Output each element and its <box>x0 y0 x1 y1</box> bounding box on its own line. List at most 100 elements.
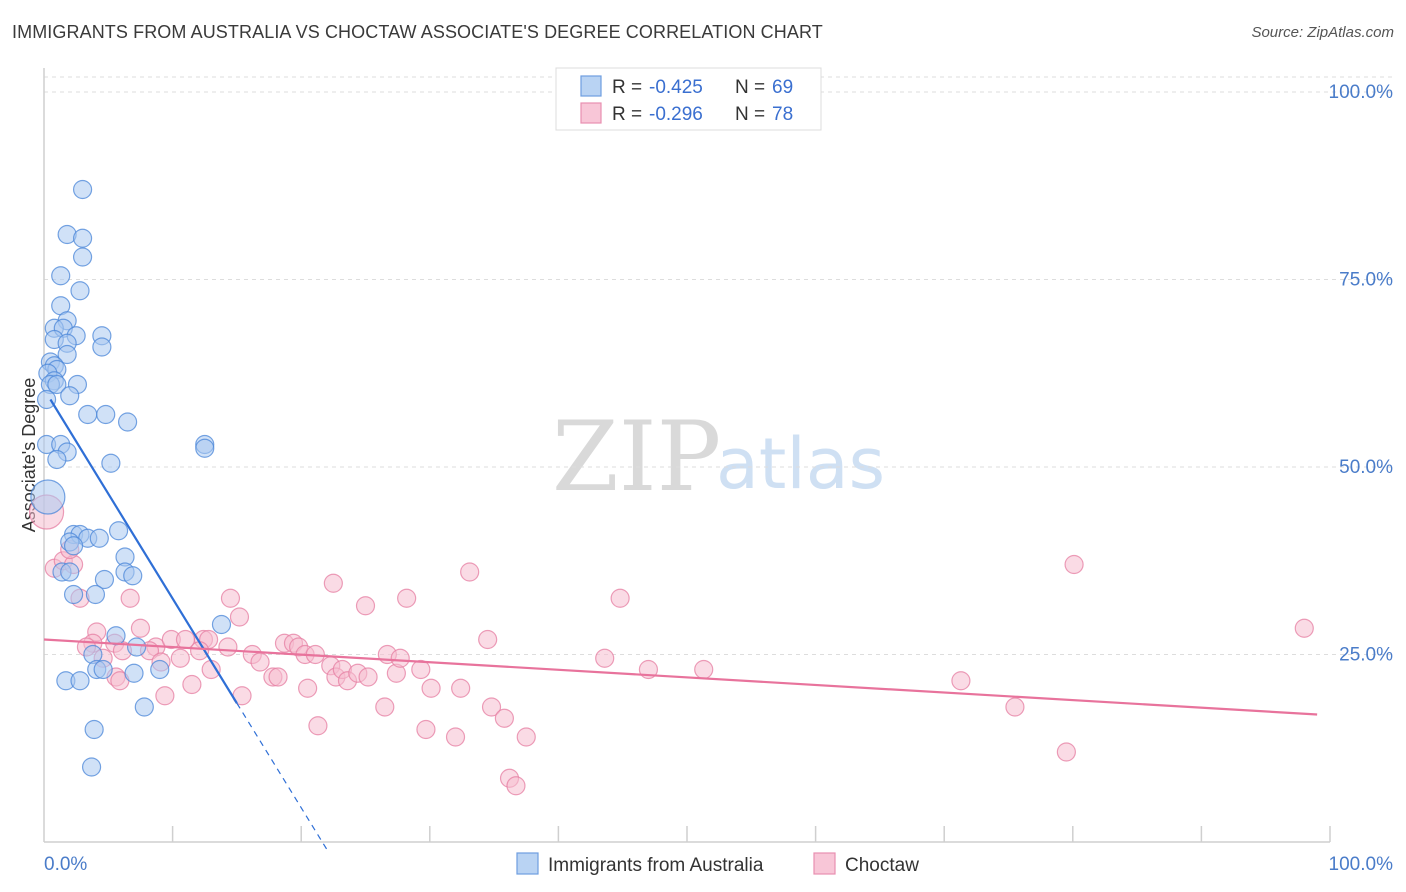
trend-line-australia-extrapolated <box>236 702 328 850</box>
point-australia-54 <box>126 637 147 657</box>
series-legend-label-blue: Immigrants from Australia <box>548 855 764 876</box>
point-choctaw-71 <box>494 708 514 728</box>
point-choctaw-72 <box>308 716 328 736</box>
legend-r-value-blue: -0.425 <box>649 77 703 98</box>
point-choctaw-76 <box>506 776 526 796</box>
point-choctaw-63 <box>951 671 971 691</box>
point-australia-34 <box>195 438 215 458</box>
point-choctaw-67 <box>1056 742 1076 762</box>
point-australia-25 <box>36 389 57 410</box>
x-tick-label-max: 100.0% <box>1329 854 1394 875</box>
legend-n-value-pink: 78 <box>772 104 793 125</box>
trend-lines <box>43 398 1318 850</box>
point-australia-41 <box>89 528 109 548</box>
point-choctaw-55 <box>355 596 376 616</box>
point-choctaw-52 <box>421 678 441 698</box>
point-choctaw-70 <box>481 697 502 717</box>
legend-swatch-pink <box>580 102 602 124</box>
watermark-atlas: atlas <box>716 423 885 505</box>
point-australia-2 <box>72 228 93 248</box>
point-choctaw-7 <box>220 588 241 608</box>
point-australia-62 <box>134 697 154 717</box>
point-choctaw-62 <box>694 659 714 680</box>
point-choctaw-53 <box>451 678 471 698</box>
point-australia-49 <box>94 569 115 590</box>
point-choctaw-73 <box>445 727 466 747</box>
point-choctaw-59 <box>595 648 615 668</box>
point-choctaw-54 <box>323 573 343 593</box>
point-australia-14 <box>92 337 112 357</box>
legend-n-value-blue: 69 <box>772 77 793 98</box>
point-australia-52 <box>211 614 232 635</box>
series-australia-points <box>30 179 232 777</box>
watermark-zip: ZIP <box>552 401 721 513</box>
point-australia-36 <box>30 479 66 515</box>
point-choctaw-58 <box>478 629 498 650</box>
trend-line-australia <box>49 398 238 704</box>
point-choctaw-48 <box>155 686 175 706</box>
point-australia-37 <box>108 521 129 541</box>
point-choctaw-57 <box>460 562 480 582</box>
point-choctaw-24 <box>170 648 190 668</box>
point-australia-61 <box>70 671 90 691</box>
stats-legend: R = -0.425 N = 69 R = -0.296 N = 78 <box>555 67 822 131</box>
y-tick-labels: 25.0% 50.0% 75.0% 100.0% <box>1329 82 1394 666</box>
point-choctaw-66 <box>1294 618 1314 638</box>
point-australia-5 <box>70 281 90 301</box>
point-australia-27 <box>96 404 116 425</box>
point-australia-0 <box>72 179 93 200</box>
point-australia-22 <box>47 374 67 395</box>
y-tick-label-100: 100.0% <box>1329 82 1394 103</box>
point-choctaw-30 <box>268 667 288 687</box>
point-australia-57 <box>93 659 113 680</box>
point-australia-3 <box>72 247 93 267</box>
point-australia-64 <box>81 757 102 777</box>
x-tick-label-min: 0.0% <box>44 854 87 875</box>
series-legend: Immigrants from Australia Choctaw <box>516 852 919 876</box>
point-australia-53 <box>106 626 126 646</box>
point-australia-43 <box>63 536 84 556</box>
point-choctaw-8 <box>229 607 250 627</box>
point-choctaw-69 <box>416 719 436 740</box>
point-choctaw-74 <box>516 727 536 747</box>
point-australia-15 <box>57 344 77 365</box>
series-choctaw-points <box>28 494 1314 796</box>
point-choctaw-45 <box>411 659 431 680</box>
point-australia-35 <box>101 453 121 473</box>
legend-n-label-blue: N = <box>735 77 765 98</box>
x-axis-ticks <box>171 826 1331 842</box>
point-australia-4 <box>51 266 71 286</box>
legend-r-label-pink: R = <box>612 104 642 125</box>
point-australia-46 <box>60 562 80 582</box>
point-choctaw-6 <box>120 588 140 608</box>
legend-r-label-blue: R = <box>612 77 642 98</box>
point-australia-63 <box>84 719 104 740</box>
point-australia-32 <box>47 449 67 470</box>
point-choctaw-65 <box>1064 554 1084 575</box>
point-australia-58 <box>150 659 170 680</box>
point-choctaw-49 <box>182 674 202 695</box>
series-legend-swatch-blue <box>516 852 539 875</box>
point-australia-50 <box>63 584 84 605</box>
y-tick-label-25: 25.0% <box>1339 645 1393 666</box>
y-tick-label-75: 75.0% <box>1339 270 1393 291</box>
point-choctaw-41 <box>358 667 378 687</box>
point-choctaw-44 <box>390 648 410 668</box>
point-choctaw-56 <box>397 588 417 608</box>
legend-r-value-pink: -0.296 <box>649 104 703 125</box>
source-attribution: Source: ZipAtlas.com <box>1251 24 1394 41</box>
point-choctaw-60 <box>610 588 630 608</box>
point-choctaw-19 <box>218 637 238 657</box>
series-legend-label-pink: Choctaw <box>845 855 919 876</box>
series-legend-swatch-pink <box>813 852 836 875</box>
point-australia-28 <box>117 412 138 432</box>
point-choctaw-9 <box>130 618 151 638</box>
chart-title: IMMIGRANTS FROM AUSTRALIA VS CHOCTAW ASS… <box>12 22 823 42</box>
point-choctaw-28 <box>250 652 270 672</box>
legend-n-label-pink: N = <box>735 104 765 125</box>
point-choctaw-64 <box>1005 697 1025 717</box>
trend-line-choctaw <box>43 638 1318 716</box>
point-choctaw-51 <box>298 678 318 698</box>
point-australia-48 <box>123 566 143 586</box>
